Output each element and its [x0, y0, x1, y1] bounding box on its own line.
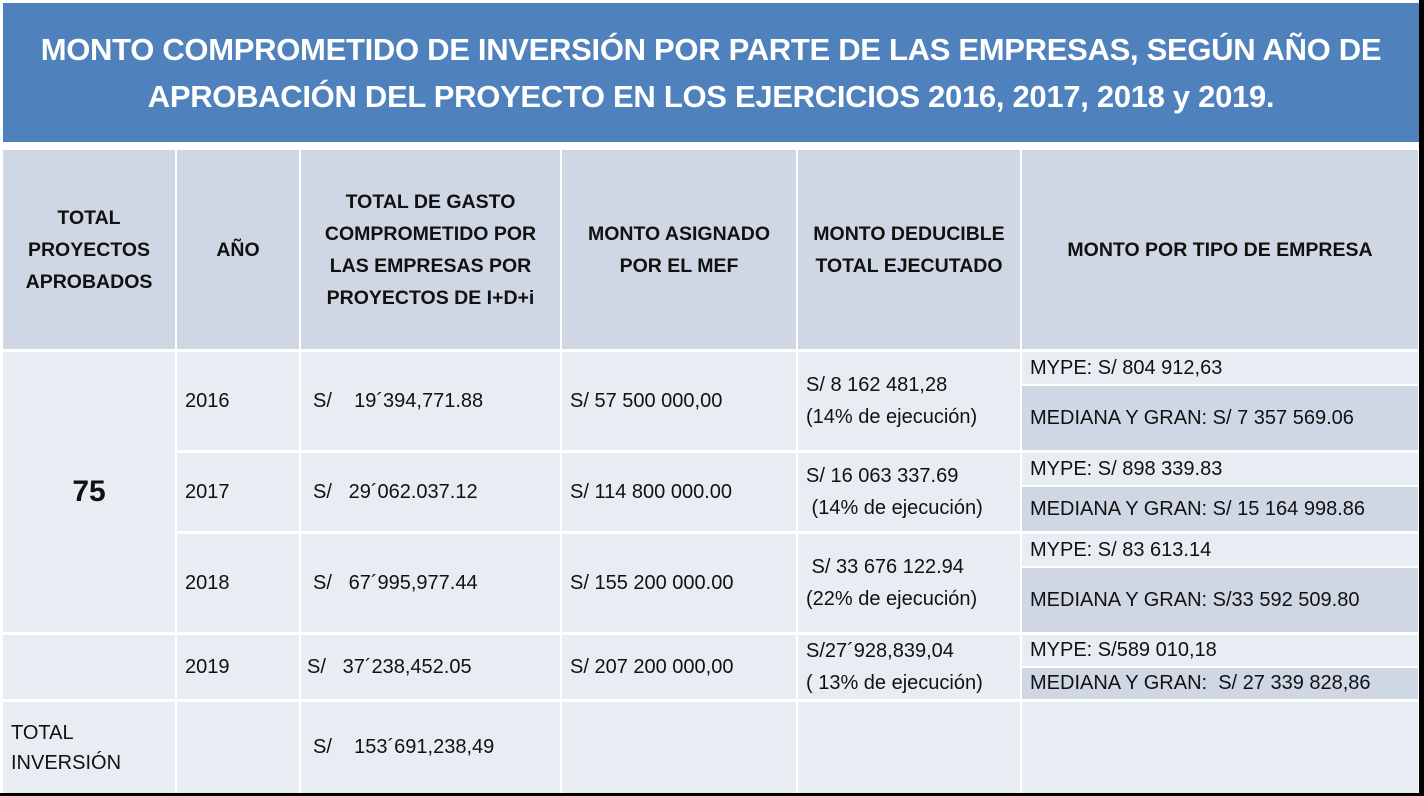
gasto-text: S/ 19´394,771.88 [313, 389, 484, 412]
total-deducible-empty [798, 702, 1020, 793]
header-line: COMPROMETIDO POR [324, 222, 537, 245]
header-line: TOTAL DE GASTO [345, 190, 516, 213]
total-mef-empty [562, 702, 796, 793]
row-2016-mef: S/ 57 500 000,00 [562, 352, 796, 450]
row-2019-deducible: S/27´928,839,04 ( 13% de ejecución) [798, 635, 1020, 699]
header-monto-deducible: MONTO DEDUCIBLE TOTAL EJECUTADO [798, 150, 1020, 349]
row-2017-anio: 2017 [177, 453, 299, 531]
anio-text: 2017 [185, 480, 230, 503]
mef-text: S/ 114 800 000.00 [570, 480, 732, 503]
header-line: MONTO POR TIPO DE EMPRESA [1067, 238, 1373, 261]
row-2017-gasto: S/ 29´062.037.12 [301, 453, 560, 531]
gasto-text: S/ 29´062.037.12 [313, 480, 478, 503]
deducible-text: S/ 16 063 337.69 [806, 465, 959, 487]
row-2016-gasto: S/ 19´394,771.88 [301, 352, 560, 450]
anio-text: 2019 [185, 655, 230, 678]
row-2016-anio: 2016 [177, 352, 299, 450]
total-proyectos-number: 75 [72, 475, 106, 508]
row-2017-mediana-gran: MEDIANA Y GRAN: S/ 15 164 998.86 [1022, 487, 1418, 531]
row-2016-mype: MYPE: S/ 804 912,63 [1022, 352, 1418, 384]
row-2019-anio: 2019 [177, 635, 299, 699]
total-label-line: TOTAL [11, 721, 74, 744]
mype-text: MYPE: S/ 83 613.14 [1030, 538, 1212, 561]
mef-text: S/ 57 500 000,00 [570, 389, 723, 412]
row-2018-mef: S/ 155 200 000.00 [562, 534, 796, 632]
mype-text: MYPE: S/ 898 339.83 [1030, 457, 1223, 480]
row-2018-gasto: S/ 67´995,977.44 [301, 534, 560, 632]
header-line: PROYECTOS DE I+D+i [326, 286, 535, 309]
row-2017-deducible: S/ 16 063 337.69 (14% de ejecución) [798, 453, 1020, 531]
deducible-text: S/ 8 162 481,28 [806, 374, 948, 396]
row-2018-anio: 2018 [177, 534, 299, 632]
row-2019-gasto: S/ 37´238,452.05 [301, 635, 560, 699]
total-proyectos-value: 75 [3, 352, 175, 632]
header-total-proyectos: TOTAL PROYECTOS APROBADOS [3, 150, 175, 349]
mediana-text: MEDIANA Y GRAN: S/33 592 509.80 [1030, 588, 1360, 611]
mediana-text: MEDIANA Y GRAN: S/ 27 339 828,86 [1030, 672, 1371, 694]
total-inversion-label: TOTAL INVERSIÓN [3, 702, 175, 793]
anio-text: 2018 [185, 571, 230, 594]
header-line: TOTAL [57, 206, 121, 229]
title-banner: MONTO COMPROMETIDO DE INVERSIÓN POR PART… [3, 3, 1419, 142]
row-2019-total-proyectos-empty [3, 635, 175, 699]
header-monto-tipo-empresa: MONTO POR TIPO DE EMPRESA [1022, 150, 1418, 349]
deducible-text: S/ 33 676 122.94 [806, 556, 964, 578]
row-2017-mype: MYPE: S/ 898 339.83 [1022, 453, 1418, 485]
mype-text: MYPE: S/589 010,18 [1030, 639, 1217, 661]
row-2019-mype: MYPE: S/589 010,18 [1022, 635, 1418, 666]
row-2017-mef: S/ 114 800 000.00 [562, 453, 796, 531]
title-line-2: APROBACIÓN DEL PROYECTO EN LOS EJERCICIO… [147, 78, 1275, 114]
row-2018-mediana-gran: MEDIANA Y GRAN: S/33 592 509.80 [1022, 568, 1418, 632]
mype-text: MYPE: S/ 804 912,63 [1030, 356, 1223, 379]
row-2019-mef: S/ 207 200 000,00 [562, 635, 796, 699]
total-tipo-empty [1022, 702, 1418, 793]
gasto-text: S/ 37´238,452.05 [307, 655, 472, 678]
title-line-1: MONTO COMPROMETIDO DE INVERSIÓN POR PART… [40, 31, 1382, 67]
total-label-line: INVERSIÓN [11, 751, 122, 774]
total-gasto-text: S/ 153´691,238,49 [313, 736, 495, 758]
header-line: TOTAL EJECUTADO [815, 254, 1003, 277]
row-2018-mype: MYPE: S/ 83 613.14 [1022, 534, 1418, 566]
header-line: PROYECTOS [27, 238, 151, 261]
header-line: AÑO [216, 238, 260, 261]
header-anio: AÑO [177, 150, 299, 349]
row-2019-mediana-gran: MEDIANA Y GRAN: S/ 27 339 828,86 [1022, 668, 1418, 699]
total-anio-empty [177, 702, 299, 793]
header-monto-asignado-mef: MONTO ASIGNADO POR EL MEF [562, 150, 796, 349]
mediana-text: MEDIANA Y GRAN: S/ 7 357 569.06 [1030, 406, 1354, 429]
row-2016-mediana-gran: MEDIANA Y GRAN: S/ 7 357 569.06 [1022, 386, 1418, 450]
header-line: APROBADOS [25, 270, 153, 293]
mef-text: S/ 155 200 000.00 [570, 571, 734, 594]
mef-text: S/ 207 200 000,00 [570, 655, 734, 678]
page-title: MONTO COMPROMETIDO DE INVERSIÓN POR PART… [16, 26, 1406, 120]
ejecucion-text: ( 13% de ejecución) [806, 672, 983, 694]
header-line: MONTO ASIGNADO [587, 222, 770, 245]
total-gasto: S/ 153´691,238,49 [301, 702, 560, 793]
header-line: LAS EMPRESAS POR [329, 254, 532, 277]
gasto-text: S/ 67´995,977.44 [313, 571, 478, 594]
mediana-text: MEDIANA Y GRAN: S/ 15 164 998.86 [1030, 497, 1365, 520]
ejecucion-text: (14% de ejecución) [806, 497, 983, 519]
deducible-text: S/27´928,839,04 [806, 640, 954, 662]
header-line: MONTO DEDUCIBLE [813, 222, 1005, 245]
row-2016-deducible: S/ 8 162 481,28 (14% de ejecución) [798, 352, 1020, 450]
anio-text: 2016 [185, 389, 230, 412]
header-line: POR EL MEF [619, 254, 739, 277]
ejecucion-text: (14% de ejecución) [806, 406, 978, 428]
ejecucion-text: (22% de ejecución) [806, 588, 978, 610]
header-gasto-comprometido: TOTAL DE GASTO COMPROMETIDO POR LAS EMPR… [301, 150, 560, 349]
row-2018-deducible: S/ 33 676 122.94 (22% de ejecución) [798, 534, 1020, 632]
